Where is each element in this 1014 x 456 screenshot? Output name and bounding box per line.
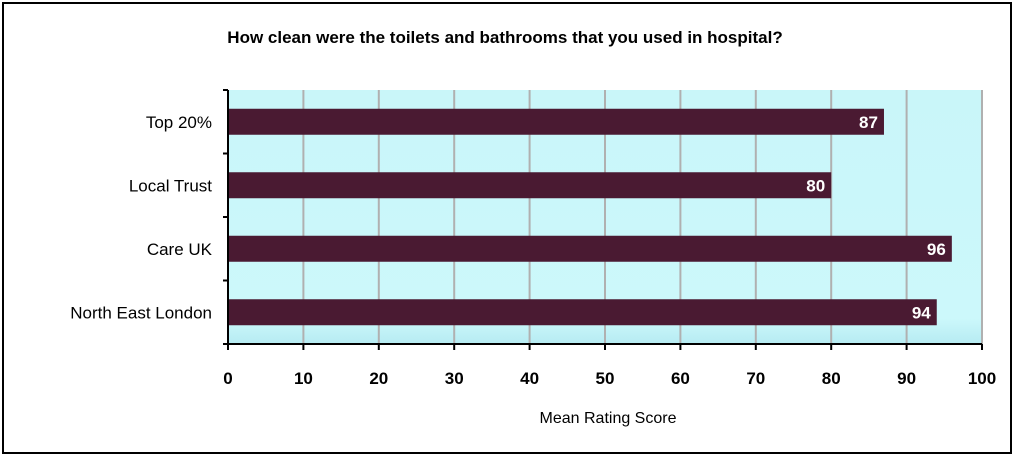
x-tick-label: 30 <box>445 369 464 388</box>
x-tick-label: 20 <box>369 369 388 388</box>
bar <box>228 299 937 326</box>
x-tick-label: 10 <box>294 369 313 388</box>
x-axis-title: Mean Rating Score <box>539 410 677 427</box>
x-tick-label: 90 <box>897 369 916 388</box>
category-label: Top 20% <box>146 113 212 132</box>
x-tick-label: 50 <box>596 369 615 388</box>
x-tick-label: 0 <box>223 369 232 388</box>
x-tick-label: 40 <box>520 369 539 388</box>
bar <box>228 235 952 262</box>
chart-title: How clean were the toilets and bathrooms… <box>227 28 783 47</box>
bars: 87 80 96 94 <box>228 108 952 326</box>
category-labels: Top 20% Local Trust Care UK North East Lond… <box>70 113 212 323</box>
x-tick-label: 60 <box>671 369 690 388</box>
x-tick-label: 80 <box>822 369 841 388</box>
category-label: Care UK <box>147 240 213 259</box>
x-tick-label: 70 <box>746 369 765 388</box>
data-label: 96 <box>927 240 946 259</box>
category-label: Local Trust <box>129 176 212 195</box>
data-label: 87 <box>859 113 878 132</box>
data-label: 80 <box>806 176 825 195</box>
bar <box>228 108 884 135</box>
axes <box>223 89 983 350</box>
data-label: 94 <box>912 303 931 322</box>
bar <box>228 172 832 199</box>
x-tick-labels: 0 10 20 30 40 50 60 70 80 90 100 <box>223 369 996 388</box>
category-label: North East London <box>70 303 212 322</box>
x-tick-label: 100 <box>968 369 996 388</box>
